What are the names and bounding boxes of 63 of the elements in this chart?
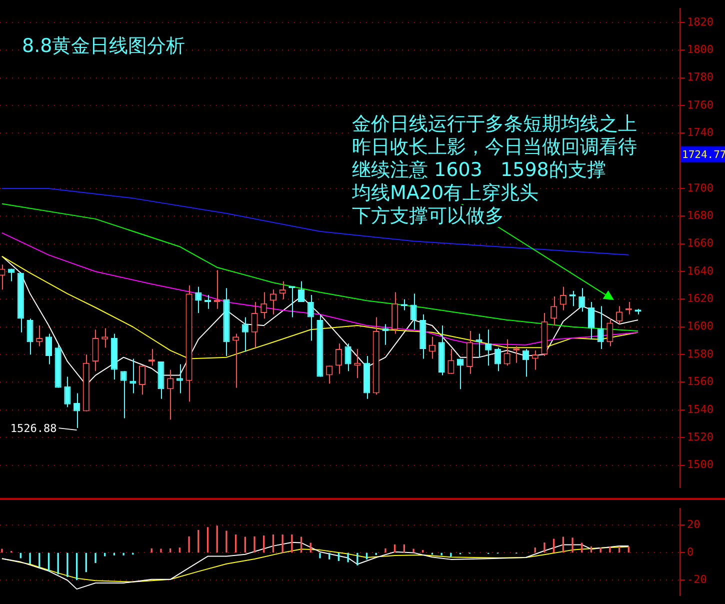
candlestick xyxy=(410,293,417,330)
annotation: 昨日收长上影，今日当做回调看待 xyxy=(352,136,637,158)
annotation: 继续注意 1603 1598的支撑 xyxy=(352,159,606,181)
candlestick xyxy=(102,328,108,348)
y-tick-label: 1680 xyxy=(687,209,714,222)
candlestick xyxy=(494,347,501,372)
candlestick xyxy=(195,286,202,314)
y-tick-label: 20 xyxy=(687,518,700,531)
candlestick xyxy=(176,364,183,394)
candlestick xyxy=(532,350,538,370)
candlestick xyxy=(92,329,99,372)
candlestick xyxy=(457,358,464,390)
candlestick xyxy=(550,296,558,326)
candlestick xyxy=(64,376,71,408)
candlestick xyxy=(36,324,43,347)
y-tick-label: 1760 xyxy=(687,98,714,112)
y-tick-label: 1740 xyxy=(687,126,714,140)
y-tick-label: 1620 xyxy=(687,292,714,306)
candlestick xyxy=(232,333,240,388)
candlestick xyxy=(74,392,80,429)
candlestick xyxy=(148,348,155,366)
candlestick xyxy=(45,333,52,365)
annotation: 金价日线运行于多条短期均线之上 xyxy=(352,113,637,135)
annotation: 均线MA20有上穿兆头 xyxy=(352,182,539,204)
candlestick xyxy=(251,301,258,348)
text: 8.8黄金日线图分析 xyxy=(22,34,186,59)
candlestick xyxy=(120,370,127,419)
y-tick-label: 1820 xyxy=(687,15,714,28)
candlestick xyxy=(597,306,604,350)
annotation: 1526.88 xyxy=(10,422,57,435)
candlestick xyxy=(307,294,314,342)
candlestick xyxy=(204,294,212,310)
y-tick-label: 1600 xyxy=(687,320,714,333)
candlestick xyxy=(588,301,595,340)
candlestick xyxy=(448,348,454,374)
candlestick xyxy=(26,318,34,356)
y-tick-label: 1700 xyxy=(687,181,714,194)
candlestick xyxy=(298,280,305,302)
candlestick xyxy=(167,369,174,420)
y-tick-label: 1520 xyxy=(687,430,714,444)
candlestick xyxy=(335,342,342,374)
candlestick xyxy=(466,330,473,374)
y-tick-label: 1780 xyxy=(687,70,714,84)
candlestick xyxy=(279,280,286,300)
y-tick-label: 1580 xyxy=(687,347,714,360)
y-tick-label: 1540 xyxy=(687,402,714,416)
candlestick xyxy=(485,329,492,366)
y-tick-label: 0 xyxy=(687,546,694,559)
y-tick-label: 1560 xyxy=(687,375,714,388)
y-tick-label: 1660 xyxy=(687,236,714,250)
candlestick xyxy=(578,288,586,312)
y-tick-label: 1640 xyxy=(687,264,714,278)
candlestick xyxy=(138,365,146,396)
candlestick xyxy=(344,342,352,372)
annotation: 下方支撑可以做多 xyxy=(352,205,504,227)
candlestick xyxy=(8,268,15,282)
y-tick-label: 1500 xyxy=(687,458,714,472)
candlestick xyxy=(242,316,248,352)
candlestick xyxy=(214,270,220,310)
y-tick-label: -20 xyxy=(687,573,707,586)
candlestick xyxy=(504,338,510,366)
candlestick xyxy=(606,318,614,347)
y-tick-label: 1800 xyxy=(687,42,714,56)
